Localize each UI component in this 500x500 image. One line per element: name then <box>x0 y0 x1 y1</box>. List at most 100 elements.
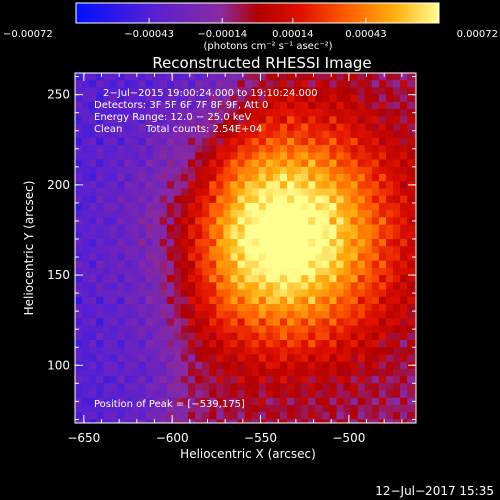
heatmap-cell <box>350 332 359 341</box>
heatmap-cell <box>294 303 302 312</box>
heatmap-cell <box>322 238 331 247</box>
heatmap-cell <box>145 166 154 175</box>
heatmap-cell <box>188 340 196 348</box>
heatmap-cell <box>96 159 104 168</box>
heatmap-cell <box>230 347 239 356</box>
heatmap-cell <box>166 318 175 327</box>
heatmap-cell <box>364 340 373 348</box>
heatmap-cell <box>209 311 217 319</box>
heatmap-cell <box>89 137 97 146</box>
heatmap-cell <box>152 296 161 305</box>
heatmap-cell <box>216 181 225 190</box>
heatmap-cell <box>216 210 225 218</box>
heatmap-cell <box>244 137 253 146</box>
heatmap-cell <box>131 101 140 110</box>
heatmap-cell <box>265 368 274 377</box>
heatmap-cell <box>110 253 119 262</box>
heatmap-cell <box>414 246 416 255</box>
heatmap-cell <box>329 87 338 96</box>
heatmap-cell <box>145 137 154 146</box>
heatmap-cell <box>357 137 366 146</box>
heatmap-cell <box>378 260 387 269</box>
heatmap-cell <box>202 137 210 146</box>
heatmap-cell <box>152 289 161 298</box>
heatmap-cell <box>407 282 415 291</box>
heatmap-cell <box>152 383 161 392</box>
heatmap-cell <box>414 311 416 319</box>
heatmap-cell <box>265 101 274 110</box>
heatmap-cell <box>407 159 415 168</box>
heatmap-cell <box>350 224 359 233</box>
heatmap-cell <box>258 159 267 168</box>
heatmap-cell <box>400 137 408 146</box>
heatmap-cell <box>343 282 352 291</box>
heatmap-cell <box>251 390 260 399</box>
heatmap-cell <box>166 195 175 204</box>
heatmap-cell <box>251 73 260 81</box>
heatmap-cell <box>131 116 140 125</box>
heatmap-cell <box>237 289 246 298</box>
heatmap-cell <box>400 238 408 247</box>
heatmap-cell <box>223 116 232 125</box>
heatmap-cell <box>124 419 133 423</box>
heatmap-cell <box>294 253 302 262</box>
heatmap-cell <box>166 325 175 334</box>
heatmap-cell <box>173 202 182 211</box>
heatmap-cell <box>308 130 316 139</box>
heatmap-cell <box>82 137 90 146</box>
heatmap-cell <box>279 166 288 175</box>
heatmap-cell <box>138 253 147 262</box>
heatmap-cell <box>223 109 232 117</box>
heatmap-cell <box>173 137 182 146</box>
heatmap-cell <box>378 368 387 377</box>
heatmap-cell <box>258 347 267 356</box>
heatmap-cell <box>251 145 260 153</box>
heatmap-cell <box>272 181 281 190</box>
heatmap-cell <box>364 174 373 182</box>
heatmap-cell <box>202 231 210 240</box>
heatmap-cell <box>322 361 331 370</box>
heatmap-cell <box>117 419 126 423</box>
heatmap-cell <box>350 267 359 276</box>
heatmap-cell <box>407 260 415 269</box>
heatmap-cell <box>152 145 161 153</box>
heatmap-cell <box>96 188 104 197</box>
heatmap-cell <box>308 87 316 96</box>
heatmap-cell <box>173 174 182 182</box>
heatmap-cell <box>216 188 225 197</box>
heatmap-cell <box>173 397 182 406</box>
heatmap-cell <box>301 311 309 319</box>
heatmap-cell <box>378 224 387 233</box>
heatmap-cell <box>152 195 161 204</box>
heatmap-cell <box>407 238 415 247</box>
heatmap-cell <box>216 332 225 341</box>
heatmap-cell <box>385 130 394 139</box>
heatmap-cell <box>202 347 210 356</box>
heatmap-cell <box>159 318 168 327</box>
heatmap-cell <box>407 412 415 420</box>
heatmap-cell <box>216 246 225 255</box>
heatmap-cell <box>230 361 239 370</box>
heatmap-cell <box>103 390 111 399</box>
heatmap-cell <box>244 238 253 247</box>
heatmap-cell <box>223 152 232 161</box>
heatmap-cell <box>322 94 331 103</box>
heatmap-cell <box>251 109 260 117</box>
heatmap-cell <box>117 101 126 110</box>
heatmap-cell <box>223 260 232 269</box>
heatmap-cell <box>166 412 175 420</box>
heatmap-cell <box>258 80 267 89</box>
heatmap-cell <box>75 404 83 413</box>
heatmap-cell <box>173 116 182 125</box>
heatmap-cell <box>181 94 189 103</box>
heatmap-cell <box>138 347 147 356</box>
heatmap-cell <box>322 224 331 233</box>
heatmap-cell <box>237 94 246 103</box>
heatmap-cell <box>287 318 295 327</box>
heatmap-cell <box>393 116 401 125</box>
heatmap-cell <box>407 311 415 319</box>
heatmap-cell <box>322 354 331 363</box>
heatmap-cell <box>364 275 373 283</box>
heatmap-cell <box>244 202 253 211</box>
heatmap-cell <box>350 152 359 161</box>
